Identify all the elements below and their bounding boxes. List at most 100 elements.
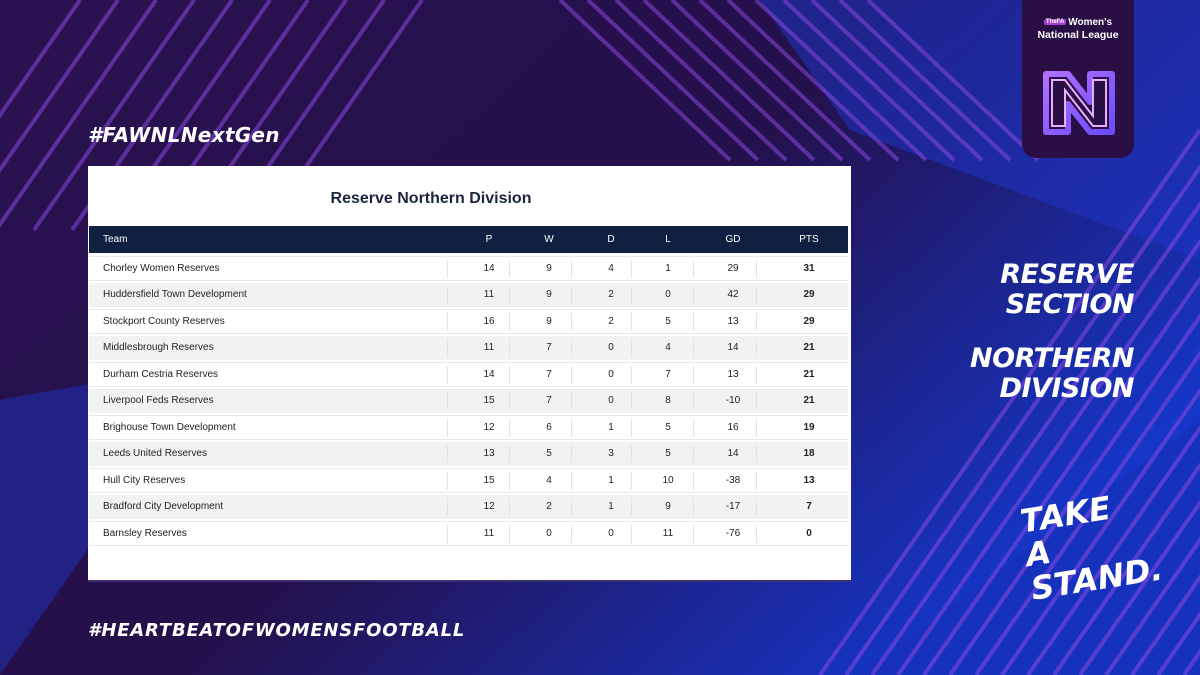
cell-w: 0 <box>546 528 552 539</box>
column-divider <box>509 338 510 357</box>
cell-l: 7 <box>665 369 671 380</box>
background-stripe <box>0 0 158 228</box>
cell-pts: 19 <box>803 422 815 433</box>
cell-l: 10 <box>662 475 674 486</box>
column-divider <box>693 285 694 304</box>
wnl-n-logo-icon <box>1043 71 1115 135</box>
logo-womens: Women's <box>1068 17 1113 28</box>
column-divider <box>447 497 448 516</box>
column-divider <box>631 472 632 490</box>
column-divider <box>756 313 757 331</box>
cell-d: 0 <box>608 369 614 380</box>
cell-team: Hull City Reserves <box>103 475 186 486</box>
column-divider <box>631 419 632 437</box>
column-divider <box>571 338 572 357</box>
column-divider <box>756 419 757 437</box>
column-divider <box>756 444 757 463</box>
logo-title-line2: National League <box>1037 29 1119 41</box>
cell-w: 9 <box>546 263 552 274</box>
column-divider <box>631 260 632 278</box>
background-stripe <box>614 0 788 162</box>
column-divider <box>756 260 757 278</box>
column-divider <box>509 260 510 278</box>
background-stripe <box>558 0 732 162</box>
cell-l: 0 <box>665 288 671 300</box>
hashtag-heartbeat: #HEARTBEATOFWOMENSFOOTBALL <box>88 620 466 641</box>
table-row: Chorley Women Reserves 14 9 4 1 29 31 <box>89 256 848 281</box>
column-divider <box>756 472 757 490</box>
column-divider <box>693 525 694 543</box>
column-divider <box>509 391 510 410</box>
column-divider <box>756 366 757 384</box>
background-stripe <box>896 238 1200 675</box>
cell-pts: 29 <box>803 316 815 327</box>
column-divider <box>447 525 448 543</box>
cell-l: 9 <box>665 500 671 512</box>
cell-p: 14 <box>483 263 495 274</box>
cell-pts: 21 <box>803 394 815 406</box>
background-stripe <box>838 0 1012 162</box>
cell-d: 0 <box>608 528 614 539</box>
column-divider <box>693 313 694 331</box>
column-divider <box>447 260 448 278</box>
cell-w: 9 <box>546 288 552 300</box>
background-stripe <box>754 0 928 162</box>
header-points: PTS <box>799 234 819 245</box>
take-a-stand-slogan: TAKE A STAND. <box>1018 486 1166 608</box>
background-stripe <box>0 0 120 174</box>
header-drawn: D <box>607 234 615 245</box>
cell-p: 15 <box>483 394 495 406</box>
cell-w: 6 <box>546 422 552 433</box>
cell-pts: 29 <box>803 288 815 300</box>
cell-w: 5 <box>546 447 552 459</box>
column-divider <box>509 472 510 490</box>
cell-pts: 21 <box>803 341 815 353</box>
background-stripe <box>670 0 844 162</box>
column-divider <box>571 285 572 304</box>
background-stripe <box>870 201 1200 675</box>
section-line2: SECTION <box>1005 289 1135 320</box>
header-won: W <box>544 234 554 245</box>
column-divider <box>756 525 757 543</box>
background-stripe <box>0 0 82 119</box>
cell-d: 2 <box>608 288 614 300</box>
cell-pts: 21 <box>803 369 815 380</box>
column-divider <box>509 285 510 304</box>
cell-w: 9 <box>546 316 552 327</box>
column-divider <box>631 285 632 304</box>
cell-team: Chorley Women Reserves <box>103 263 220 274</box>
header-played: P <box>485 234 493 245</box>
logo-title-line1: TheFA Women's <box>1022 17 1134 28</box>
column-divider <box>571 419 572 437</box>
cell-team: Durham Cestria Reserves <box>103 369 219 380</box>
cell-l: 5 <box>665 447 671 459</box>
cell-w: 7 <box>546 341 552 353</box>
fa-badge: TheFA <box>1043 19 1067 25</box>
league-logo: TheFA Women's National League <box>1022 0 1134 158</box>
background-stripe <box>586 0 760 162</box>
column-divider <box>756 497 757 516</box>
column-divider <box>693 366 694 384</box>
cell-d: 2 <box>608 316 614 327</box>
column-divider <box>693 497 694 516</box>
background-stripe <box>698 0 872 162</box>
background-stripe <box>1130 573 1200 675</box>
cell-gd: -17 <box>725 500 741 512</box>
cell-pts: 7 <box>806 500 812 512</box>
header-goal-difference: GD <box>725 234 741 245</box>
column-divider <box>693 338 694 357</box>
header-lost: L <box>665 234 671 245</box>
background-stripe <box>818 128 1200 675</box>
cell-gd: 14 <box>727 447 739 459</box>
column-divider <box>509 497 510 516</box>
column-divider <box>509 419 510 437</box>
column-divider <box>447 285 448 304</box>
cell-p: 15 <box>483 475 495 486</box>
cell-team: Barnsley Reserves <box>103 528 187 539</box>
column-divider <box>631 444 632 463</box>
column-divider <box>447 338 448 357</box>
column-divider <box>693 444 694 463</box>
cell-w: 4 <box>546 475 552 486</box>
column-divider <box>509 525 510 543</box>
cell-p: 11 <box>483 528 495 539</box>
